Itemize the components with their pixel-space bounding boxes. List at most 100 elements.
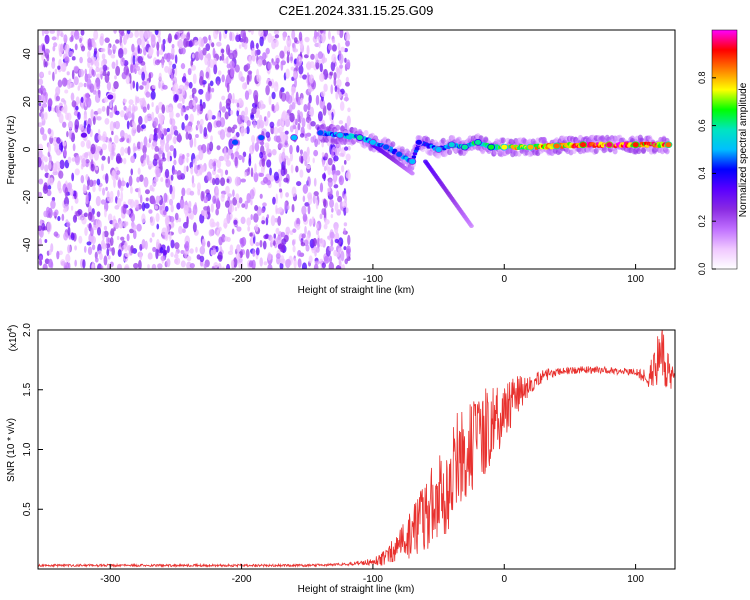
- spectrogram-speckle: [49, 30, 55, 34]
- spectrogram-speckle: [345, 32, 351, 42]
- spectrogram-speckle: [197, 119, 200, 129]
- spectrogram-peak: [434, 146, 443, 153]
- spectrogram-speckle: [302, 195, 306, 203]
- spectrogram-speckle: [107, 44, 111, 54]
- spectrogram-speckle: [41, 50, 45, 61]
- spectrogram-speckle: [256, 74, 262, 83]
- spectrogram-speckle: [286, 36, 292, 48]
- spectrogram-speckle: [161, 58, 165, 69]
- spectrogram-speckle: [106, 105, 110, 117]
- spectrogram-speckle: [346, 245, 351, 254]
- spectrogram-speckle: [110, 54, 116, 59]
- spectrogram-speckle: [111, 45, 117, 50]
- spectrogram-peak: [631, 141, 640, 149]
- spectrogram-speckle: [345, 76, 349, 83]
- spectrogram-speckle: [244, 90, 250, 100]
- spectrogram-speckle: [309, 218, 313, 227]
- spectrogram-speckle: [226, 263, 231, 269]
- spectrogram-speckle: [38, 225, 43, 231]
- spectrogram-speckle: [243, 42, 248, 50]
- spectrogram-y-label: Frequency (Hz): [6, 116, 17, 185]
- spectrogram-speckle: [226, 82, 230, 93]
- spectrogram-speckle: [154, 145, 159, 153]
- y-tick-label: -40: [22, 237, 33, 252]
- spectrogram-speckle: [248, 153, 252, 163]
- spectrogram-speckle: [297, 109, 301, 115]
- spectrogram-speckle: [138, 187, 141, 199]
- spectrogram-speckle: [317, 59, 323, 64]
- spectrogram-speckle: [253, 213, 259, 223]
- spectrogram-speckle: [275, 193, 278, 205]
- spectrogram-speckle: [308, 94, 312, 104]
- spectrogram-speckle: [55, 105, 60, 114]
- spectrogram-speckle: [48, 70, 51, 76]
- spectrogram-speckle: [164, 65, 170, 73]
- spectrogram-speckle: [173, 94, 179, 103]
- spectrogram-speckle: [62, 207, 68, 213]
- spectrogram-speckle: [126, 120, 130, 130]
- spectrogram-speckle: [95, 66, 100, 73]
- spectrogram-speckle: [163, 128, 168, 136]
- spectrogram-peak: [487, 143, 496, 151]
- spectrogram-speckle: [143, 64, 147, 74]
- spectrogram-speckle: [196, 104, 201, 113]
- spectrogram-speckle: [167, 106, 173, 112]
- spectrogram-speckle: [151, 198, 156, 205]
- spectrogram-speckle: [80, 30, 85, 36]
- spectrogram-speckle: [189, 137, 194, 148]
- spectrogram-speckle: [140, 194, 143, 204]
- colorbar-tick-label: 0.0: [697, 263, 707, 276]
- spectrogram-speckle: [320, 90, 326, 97]
- spectrogram-speckle: [111, 130, 114, 136]
- spectrogram-speckle: [208, 126, 212, 133]
- spectrogram-peak: [231, 138, 239, 146]
- spectrogram-speckle: [343, 227, 346, 235]
- spectrogram-speckle: [170, 251, 174, 258]
- spectrogram-speckle: [271, 148, 277, 156]
- spectrogram-speckle: [290, 164, 294, 174]
- spectrogram-speckle: [255, 242, 260, 247]
- spectrogram-speckle: [58, 113, 64, 124]
- spectrogram-speckle: [329, 198, 335, 208]
- spectrogram-speckle: [214, 30, 220, 35]
- spectrogram-speckle: [226, 178, 230, 183]
- spectrogram-speckle: [255, 42, 259, 50]
- spectrogram-speckle: [148, 160, 152, 167]
- spectrogram-speckle: [160, 255, 166, 261]
- spectrogram-speckle: [46, 54, 50, 62]
- spectrogram-speckle: [77, 209, 83, 215]
- spectrogram-speckle: [38, 105, 42, 111]
- spectrogram-speckle: [270, 78, 275, 89]
- spectrogram-speckle: [234, 176, 240, 187]
- spectrogram-speckle: [59, 159, 65, 170]
- spectrogram-speckle: [64, 56, 70, 64]
- spectrogram-speckle: [250, 199, 253, 206]
- spectrogram-speckle: [240, 30, 246, 39]
- spectrogram-speckle: [113, 30, 117, 34]
- spectrogram-speckle: [345, 59, 351, 69]
- spectrogram-speckle: [206, 171, 212, 181]
- spectrogram-speckle: [111, 247, 115, 256]
- spectrogram-speckle: [207, 59, 211, 68]
- spectrogram-speckle: [43, 58, 46, 68]
- spectrogram-speckle: [132, 80, 136, 89]
- spectrogram-speckle: [270, 236, 274, 244]
- spectrogram-speckle: [84, 226, 88, 236]
- spectrogram-branch-point: [469, 223, 474, 228]
- spectrogram-speckle: [38, 45, 43, 56]
- spectrogram-speckle: [228, 52, 235, 60]
- spectrogram-speckle: [277, 142, 283, 149]
- colorbar-ticks: 0.0 0.2 0.4 0.6 0.8: [697, 72, 716, 276]
- spectrogram-speckle: [176, 169, 182, 180]
- spectrogram-speckle: [174, 251, 178, 257]
- spectrogram-speckle: [196, 182, 201, 192]
- spectrogram-speckle: [312, 238, 318, 247]
- spectrogram-speckle: [181, 122, 185, 131]
- spectrogram-speckle: [307, 192, 313, 200]
- spectrogram-halo: [363, 129, 369, 136]
- spectrogram-speckle: [195, 246, 198, 253]
- spectrogram-speckle: [73, 65, 79, 72]
- spectrogram-speckle: [109, 100, 113, 109]
- spectrogram-speckle: [120, 186, 124, 192]
- spectrogram-speckle: [155, 105, 160, 115]
